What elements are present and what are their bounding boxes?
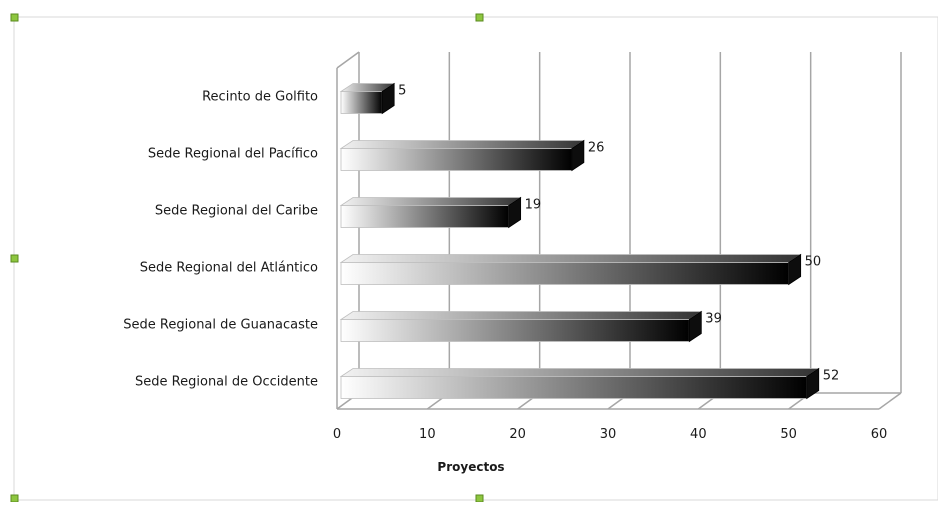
tick-label: 40	[690, 427, 707, 442]
resize-handle-middle-left[interactable]	[10, 254, 19, 263]
data-label: 5	[398, 84, 406, 99]
bar-end-face	[381, 82, 395, 115]
bar-end-face	[571, 139, 585, 172]
bar-end-face	[688, 310, 702, 343]
bar-top-face	[339, 368, 821, 377]
category-label: Sede Regional del Caribe	[155, 204, 318, 219]
bar[interactable]	[340, 148, 573, 171]
category-label: Recinto de Golfito	[202, 90, 318, 105]
tick-label: 30	[600, 427, 617, 442]
data-label: 39	[705, 312, 722, 327]
bar-top-face	[339, 311, 703, 320]
x-axis-title: Proyectos	[437, 460, 504, 474]
bar-top-face	[339, 140, 586, 149]
data-labels: 5 26 19 50 39 52	[398, 84, 839, 384]
bar[interactable]	[340, 91, 383, 114]
resize-handle-top-left[interactable]	[10, 13, 19, 22]
bar-end-face	[788, 253, 802, 286]
data-label: 50	[805, 255, 822, 270]
tick-label: 10	[419, 427, 436, 442]
bars	[339, 82, 821, 400]
category-label: Sede Regional de Guanacaste	[123, 318, 318, 333]
bar[interactable]	[340, 262, 790, 285]
category-labels: Recinto de Golfito Sede Regional del Pací…	[123, 90, 318, 390]
tick-label: 60	[871, 427, 888, 442]
side-wall-top	[336, 51, 360, 69]
category-label: Sede Regional del Pacífico	[148, 147, 318, 162]
bar-end-face	[508, 196, 522, 229]
data-label: 19	[525, 198, 542, 213]
bar-end-face	[806, 367, 820, 400]
resize-handle-top-middle[interactable]	[475, 13, 484, 22]
data-label: 26	[588, 141, 605, 156]
category-label: Sede Regional del Atlántico	[140, 261, 318, 276]
bar[interactable]	[340, 376, 808, 399]
bar-top-face	[339, 197, 522, 206]
tick-label: 20	[509, 427, 526, 442]
data-label: 52	[823, 369, 840, 384]
category-label: Sede Regional de Occidente	[135, 375, 318, 390]
resize-handle-bottom-left[interactable]	[10, 494, 19, 503]
bar-top-face	[339, 254, 802, 263]
bar[interactable]	[340, 205, 510, 228]
tick-labels: 0 10 20 30 40 50 60	[333, 427, 887, 442]
tick-label: 50	[780, 427, 797, 442]
plot-area	[336, 51, 902, 410]
floor-gridline	[878, 392, 902, 410]
resize-handle-bottom-middle[interactable]	[475, 494, 484, 503]
tick-label: 0	[333, 427, 341, 442]
bar[interactable]	[340, 319, 690, 342]
